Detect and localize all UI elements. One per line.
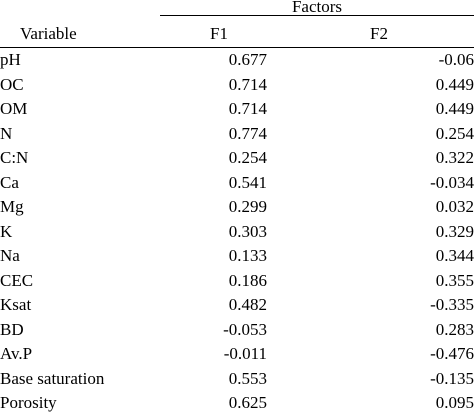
variable-cell: Base saturation [0, 368, 105, 388]
variable-cell: Porosity [0, 393, 57, 412]
table-row: Ksat 0.482 -0.335 [0, 293, 474, 318]
f1-cell: -0.011 [223, 344, 267, 363]
table-row: OC 0.714 0.449 [0, 73, 474, 98]
factors-group-header: Factors [291, 0, 343, 16]
f2-cell: 0.095 [435, 393, 474, 412]
column-header-variable: Variable [20, 24, 77, 43]
f2-cell: 0.449 [435, 99, 474, 118]
column-header-f1: F1 [210, 24, 228, 43]
variable-cell: Na [0, 246, 20, 265]
table-row: Ca 0.541 -0.034 [0, 171, 474, 196]
table-row: pH 0.677 -0.06 [0, 48, 474, 73]
f2-cell: -0.135 [430, 368, 474, 388]
f1-cell: 0.774 [228, 123, 267, 143]
column-header-f2: F2 [370, 24, 388, 43]
variable-cell: Mg [0, 197, 24, 216]
variable-cell: OC [0, 74, 24, 94]
header-rule [0, 47, 474, 48]
f2-cell: 0.449 [435, 74, 474, 94]
table-row: N 0.774 0.254 [0, 122, 474, 147]
variable-cell: BD [0, 319, 24, 339]
f2-cell: 0.254 [435, 123, 474, 143]
variable-cell: K [0, 221, 13, 241]
f1-cell: -0.053 [223, 319, 267, 339]
table-row: OM 0.714 0.449 [0, 97, 474, 122]
f1-cell: 0.482 [228, 295, 267, 314]
f1-cell: 0.714 [228, 99, 267, 118]
factors-group-rule [160, 15, 474, 16]
table-row: Mg 0.299 0.032 [0, 195, 474, 220]
table-row: C:N 0.254 0.322 [0, 146, 474, 171]
variable-cell: Ca [0, 172, 19, 192]
f2-cell: -0.335 [430, 295, 474, 314]
variable-cell: pH [0, 50, 21, 69]
f2-cell: -0.476 [430, 344, 474, 363]
variable-cell: N [0, 123, 13, 143]
f1-cell: 0.677 [228, 50, 267, 69]
f2-cell: 0.032 [435, 197, 474, 216]
f2-cell: 0.355 [435, 270, 474, 290]
f2-cell: 0.283 [435, 319, 474, 339]
f1-cell: 0.553 [228, 368, 267, 388]
f2-cell: 0.344 [435, 246, 474, 265]
table-row: K 0.303 0.329 [0, 220, 474, 245]
f1-cell: 0.714 [228, 74, 267, 94]
f1-cell: 0.186 [228, 270, 267, 290]
table-row: Base saturation 0.553 -0.135 [0, 367, 474, 392]
f1-cell: 0.254 [228, 148, 267, 167]
f1-cell: 0.303 [228, 221, 267, 241]
f1-cell: 0.133 [228, 246, 267, 265]
variable-cell: CEC [0, 270, 34, 290]
table-row: CEC 0.186 0.355 [0, 269, 474, 294]
f2-cell: -0.06 [438, 50, 474, 69]
variable-cell: C:N [0, 148, 29, 167]
f2-cell: -0.034 [430, 172, 474, 192]
table-row: Av.P -0.011 -0.476 [0, 342, 474, 367]
f1-cell: 0.541 [228, 172, 267, 192]
variable-cell: Av.P [0, 344, 33, 363]
table-row: BD -0.053 0.283 [0, 318, 474, 343]
f2-cell: 0.329 [435, 221, 474, 241]
variable-cell: OM [0, 99, 28, 118]
variable-cell: Ksat [0, 295, 32, 314]
table-body: pH 0.677 -0.06 OC 0.714 0.449 OM 0.714 0… [0, 48, 474, 416]
f2-cell: 0.322 [435, 148, 474, 167]
f1-cell: 0.299 [228, 197, 267, 216]
f1-cell: 0.625 [228, 393, 267, 412]
table-row: Na 0.133 0.344 [0, 244, 474, 269]
table-row: Porosity 0.625 0.095 [0, 391, 474, 416]
